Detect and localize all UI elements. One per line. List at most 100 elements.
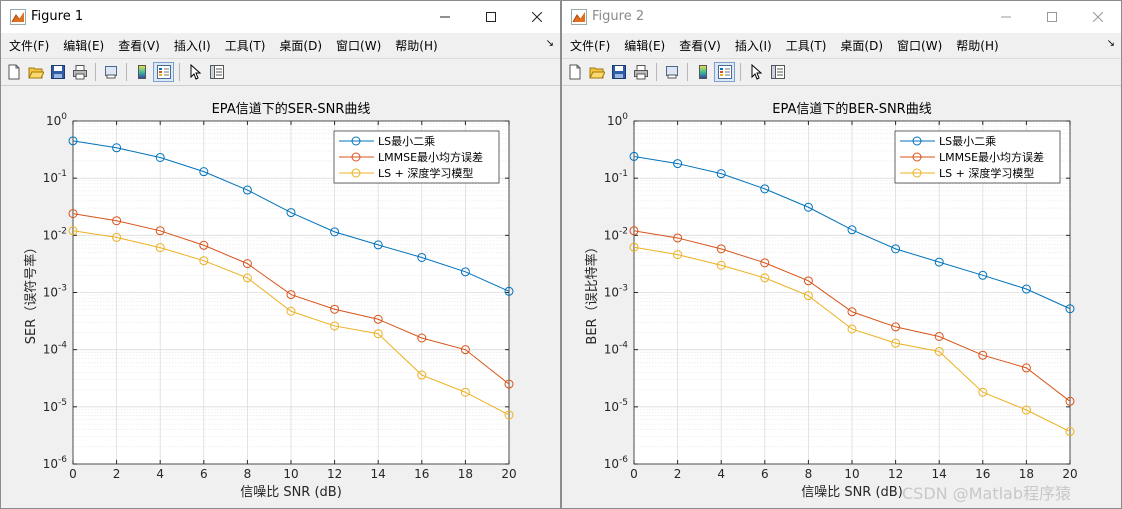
dock-arrow-icon[interactable]: ↘: [545, 38, 554, 49]
x-tick-label: 16: [975, 467, 990, 481]
menu-insert[interactable]: 插入(I): [734, 39, 772, 53]
legend[interactable]: LS最小二乘 LMMSE最小均方误差 LS + 深度学习模型: [894, 130, 1061, 184]
series-line: [72, 140, 510, 292]
data-point: [417, 252, 427, 262]
data-point: [716, 169, 726, 179]
new-figure-button[interactable]: [3, 62, 24, 82]
y-tick-label: 10-1: [604, 169, 628, 185]
figure-canvas[interactable]: 0 2 4 6 8 10 12 14 16 18 20 100 10-1 10-2 10-3 10-4 10-5…: [1, 87, 560, 508]
legend-button[interactable]: [153, 62, 174, 82]
new-figure-button[interactable]: [564, 62, 585, 82]
data-point: [847, 225, 857, 235]
data-point: [891, 244, 901, 254]
title-bar[interactable]: Figure 1: [1, 1, 560, 33]
property-inspector-button[interactable]: [767, 62, 788, 82]
print-button[interactable]: [630, 62, 651, 82]
pointer-button[interactable]: [745, 62, 766, 82]
save-icon: [50, 65, 65, 79]
menu-file[interactable]: 文件(F): [570, 39, 611, 53]
maximize-button[interactable]: [1029, 1, 1075, 33]
figure-toolbar: [562, 58, 1121, 86]
data-point: [68, 136, 78, 146]
x-tick-label: 4: [156, 467, 164, 481]
y-tick-base: 10: [604, 228, 619, 242]
menu-help[interactable]: 帮助(H): [395, 39, 438, 53]
data-point: [760, 184, 770, 194]
menu-view[interactable]: 查看(V): [118, 39, 160, 53]
colorbar-button[interactable]: [692, 62, 713, 82]
print-preview-button[interactable]: [661, 62, 682, 82]
menu-help[interactable]: 帮助(H): [956, 39, 999, 53]
y-tick-exponent: -1: [619, 169, 628, 179]
y-tick-label: 100: [46, 112, 67, 128]
open-file-button[interactable]: [25, 62, 46, 82]
minimize-button[interactable]: [983, 1, 1029, 33]
data-point: [199, 167, 209, 177]
print-preview-icon: [665, 66, 678, 79]
chart-title: EPA信道下的BER-SNR曲线: [772, 101, 931, 117]
toolbar-separator: [656, 63, 657, 81]
print-preview-button[interactable]: [100, 62, 121, 82]
data-point: [934, 331, 944, 341]
ber-snr-chart[interactable]: 0 2 4 6 8 10 12 14 16 18 2010010-110-210-310-410-5…: [562, 87, 1121, 508]
property-inspector-button[interactable]: [206, 62, 227, 82]
legend-marker: [351, 152, 361, 162]
menu-window[interactable]: 窗口(W): [336, 39, 382, 53]
matlab-figure-icon: [10, 9, 26, 25]
menu-view[interactable]: 查看(V): [679, 39, 721, 53]
data-point: [155, 226, 165, 236]
y-axis-label: BER（误比特率）: [584, 240, 600, 344]
data-point: [673, 233, 683, 243]
menu-tools[interactable]: 工具(T): [224, 39, 266, 53]
dock-arrow-icon[interactable]: ↘: [1106, 38, 1115, 49]
data-point: [716, 244, 726, 254]
y-tick-base: 10: [604, 457, 619, 471]
menu-insert[interactable]: 插入(I): [173, 39, 211, 53]
legend[interactable]: LS最小二乘 LMMSE最小均方误差 LS + 深度学习模型: [333, 130, 500, 184]
y-tick-base: 10: [43, 286, 58, 300]
y-tick-label: 10-5: [604, 398, 628, 414]
y-tick-base: 10: [43, 457, 58, 471]
data-point: [891, 322, 901, 332]
x-tick-label: 14: [932, 467, 947, 481]
pointer-button[interactable]: [184, 62, 205, 82]
toolbar-separator: [95, 63, 96, 81]
data-point: [891, 338, 901, 348]
data-point: [373, 240, 383, 250]
open-file-button[interactable]: [586, 62, 607, 82]
data-point: [199, 256, 209, 266]
figure-canvas[interactable]: 0 2 4 6 8 10 12 14 16 18 20 100 10-1 10-2 10-3 10-4 10-5…: [562, 87, 1121, 508]
x-tick-label: 0: [630, 467, 638, 481]
save-button[interactable]: [608, 62, 629, 82]
menu-window[interactable]: 窗口(W): [897, 39, 943, 53]
menu-desktop[interactable]: 桌面(D): [840, 39, 884, 53]
legend-marker: [912, 152, 922, 162]
new-figure-icon: [8, 64, 19, 80]
legend-button[interactable]: [714, 62, 735, 82]
save-icon: [611, 65, 626, 79]
data-point: [112, 216, 122, 226]
data-point: [673, 250, 683, 260]
menu-tools[interactable]: 工具(T): [785, 39, 827, 53]
data-point: [629, 151, 639, 161]
data-point: [417, 370, 427, 380]
minimize-button[interactable]: [422, 1, 468, 33]
colorbar-icon: [698, 65, 707, 79]
menu-desktop[interactable]: 桌面(D): [279, 39, 323, 53]
ser-snr-chart[interactable]: 0 2 4 6 8 10 12 14 16 18 2010010-110-210-310-410-5…: [1, 87, 560, 508]
menu-file[interactable]: 文件(F): [9, 39, 50, 53]
legend-marker: [351, 136, 361, 146]
close-button[interactable]: [1075, 1, 1121, 33]
y-tick-label: 10-2: [604, 226, 628, 242]
title-bar[interactable]: Figure 2: [562, 1, 1121, 33]
data-point: [760, 273, 770, 283]
print-button[interactable]: [69, 62, 90, 82]
menu-edit[interactable]: 编辑(E): [63, 39, 105, 53]
x-tick-label: 0: [69, 467, 77, 481]
menu-edit[interactable]: 编辑(E): [624, 39, 666, 53]
close-button[interactable]: [514, 1, 560, 33]
colorbar-button[interactable]: [131, 62, 152, 82]
save-button[interactable]: [47, 62, 68, 82]
maximize-button[interactable]: [468, 1, 514, 33]
x-tick-label: 2: [674, 467, 682, 481]
